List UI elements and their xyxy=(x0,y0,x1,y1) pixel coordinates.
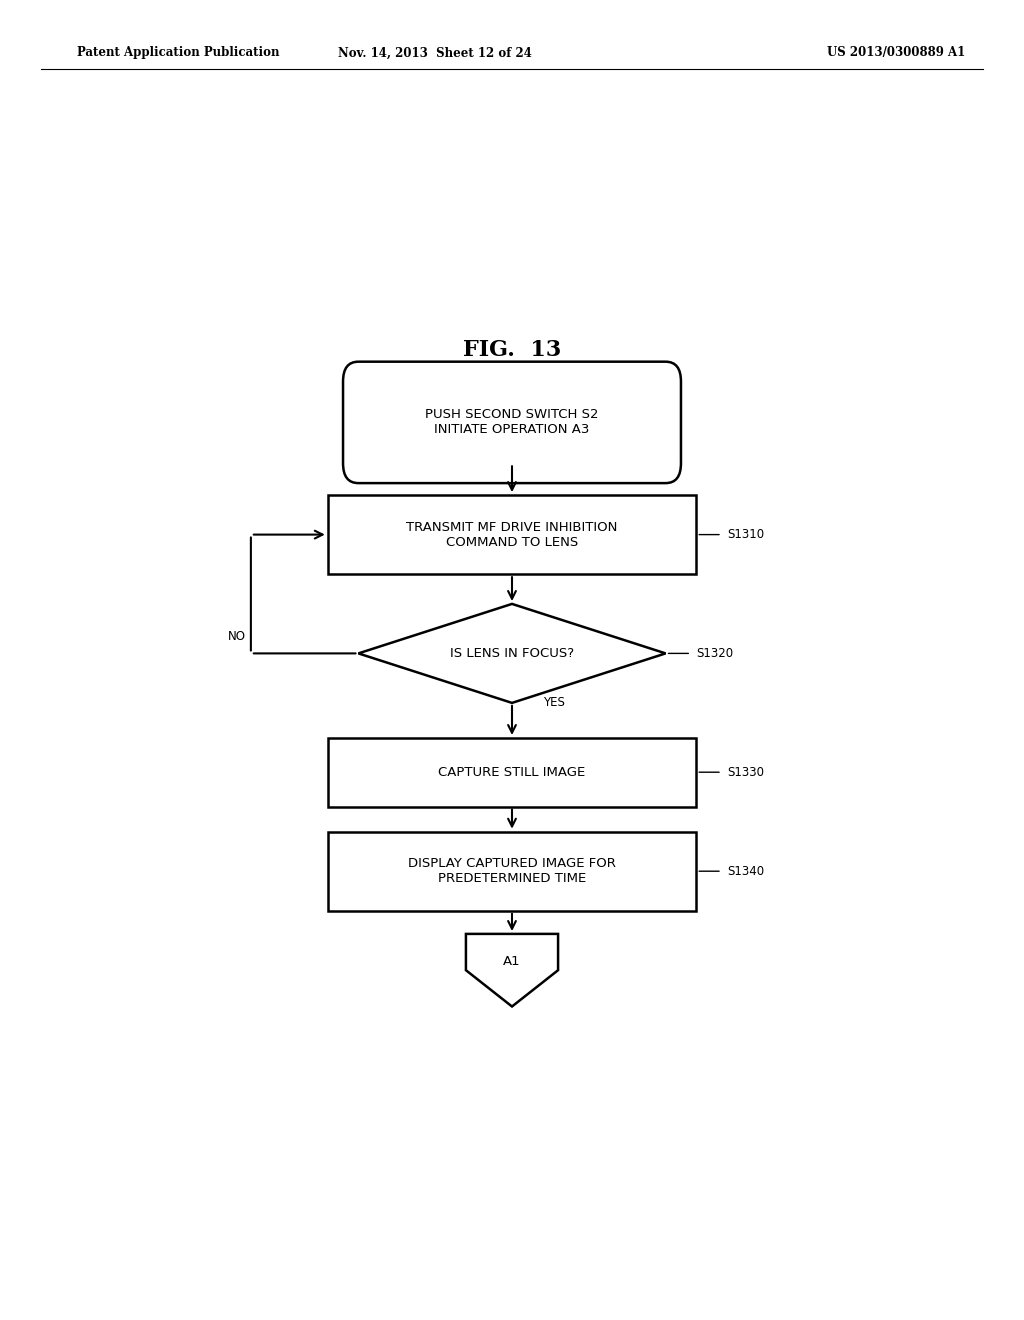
Bar xyxy=(328,495,696,574)
Text: Nov. 14, 2013  Sheet 12 of 24: Nov. 14, 2013 Sheet 12 of 24 xyxy=(338,46,532,59)
Polygon shape xyxy=(358,605,666,702)
Text: S1340: S1340 xyxy=(727,865,764,878)
Text: YES: YES xyxy=(543,697,564,709)
Text: IS LENS IN FOCUS?: IS LENS IN FOCUS? xyxy=(450,647,574,660)
Text: Patent Application Publication: Patent Application Publication xyxy=(77,46,280,59)
Text: TRANSMIT MF DRIVE INHIBITION
COMMAND TO LENS: TRANSMIT MF DRIVE INHIBITION COMMAND TO … xyxy=(407,520,617,549)
FancyBboxPatch shape xyxy=(343,362,681,483)
Bar xyxy=(328,832,696,911)
Text: FIG.  13: FIG. 13 xyxy=(463,339,561,360)
Text: S1310: S1310 xyxy=(727,528,764,541)
Text: CAPTURE STILL IMAGE: CAPTURE STILL IMAGE xyxy=(438,766,586,779)
Text: PUSH SECOND SWITCH S2
INITIATE OPERATION A3: PUSH SECOND SWITCH S2 INITIATE OPERATION… xyxy=(425,408,599,437)
Polygon shape xyxy=(466,935,558,1006)
Text: S1320: S1320 xyxy=(696,647,733,660)
Text: S1330: S1330 xyxy=(727,766,764,779)
Text: DISPLAY CAPTURED IMAGE FOR
PREDETERMINED TIME: DISPLAY CAPTURED IMAGE FOR PREDETERMINED… xyxy=(408,857,616,886)
Text: NO: NO xyxy=(227,630,246,643)
Text: A1: A1 xyxy=(503,954,521,968)
Text: US 2013/0300889 A1: US 2013/0300889 A1 xyxy=(826,46,966,59)
Bar xyxy=(328,738,696,807)
